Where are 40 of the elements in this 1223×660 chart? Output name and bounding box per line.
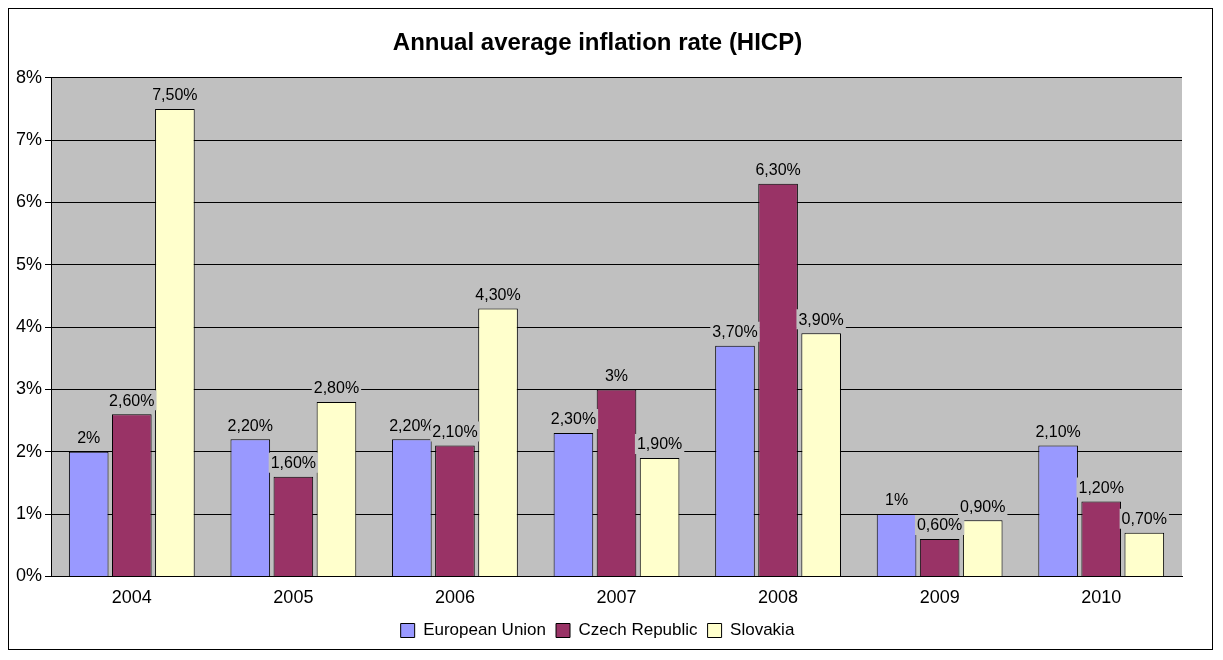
x-tick-label: 2008: [758, 587, 799, 608]
data-label: 2,30%: [550, 410, 597, 428]
y-tick-label: 2%: [16, 440, 43, 461]
data-label: 3%: [604, 366, 629, 384]
y-tick-label: 0%: [16, 565, 43, 586]
data-label: 4,30%: [475, 285, 521, 303]
data-label: 1,90%: [636, 435, 683, 453]
y-tick-label: 4%: [16, 316, 43, 337]
data-label: 0,60%: [916, 516, 963, 534]
data-label: 6,30%: [755, 161, 801, 179]
legend-label: European Union: [423, 620, 547, 640]
x-tick-label: 2004: [111, 587, 152, 608]
x-tick-label: 2009: [919, 587, 960, 608]
data-label: 0,70%: [1121, 510, 1167, 528]
data-label: 1%: [885, 491, 909, 509]
x-tick-label: 2007: [596, 587, 637, 608]
data-label: 1,20%: [1078, 479, 1124, 497]
data-label: 2%: [77, 429, 101, 447]
x-tick-label: 2010: [1081, 587, 1122, 608]
data-label: 0,90%: [960, 497, 1006, 515]
legend-label: Slovakia: [730, 620, 795, 640]
data-label: 3,70%: [712, 323, 758, 341]
data-label: 2,60%: [109, 391, 155, 409]
legend-label: Czech Republic: [578, 620, 699, 640]
data-label: 3,90%: [798, 310, 844, 328]
y-tick-label: 5%: [16, 253, 43, 274]
data-label: 2,10%: [432, 422, 478, 440]
data-label: 2,80%: [313, 379, 360, 397]
chart-title: Annual average inflation rate (HICP): [392, 28, 803, 56]
y-tick-label: 3%: [16, 378, 43, 399]
y-tick-label: 1%: [16, 503, 43, 524]
data-label: 1,60%: [270, 454, 317, 472]
x-tick-label: 2005: [273, 587, 314, 608]
x-tick-label: 2006: [434, 587, 475, 608]
y-tick-label: 6%: [16, 191, 43, 212]
y-tick-label: 8%: [16, 66, 43, 87]
y-tick-label: 7%: [16, 129, 43, 150]
data-label: 2,20%: [227, 416, 273, 434]
data-label: 2,10%: [1035, 422, 1081, 440]
data-label: 7,50%: [152, 86, 198, 104]
